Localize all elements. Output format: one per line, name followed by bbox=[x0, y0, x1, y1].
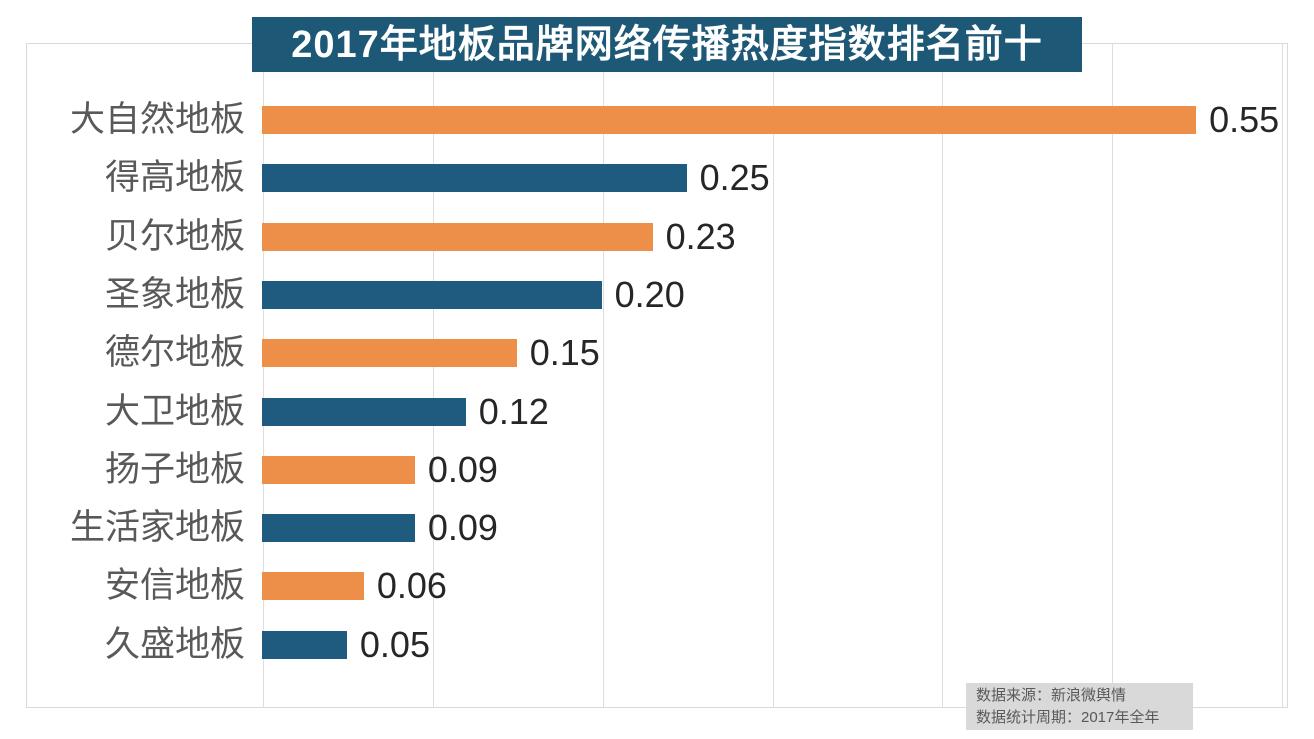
category-label: 贝尔地板 bbox=[104, 216, 245, 256]
category-label: 生活家地板 bbox=[69, 508, 245, 548]
plot-area bbox=[26, 43, 1288, 708]
bar-row: 得高地板 0.25 bbox=[0, 149, 1314, 207]
bar bbox=[262, 397, 466, 426]
bar-row: 大自然地板 0.55 bbox=[0, 91, 1314, 149]
bar-row: 安信地板 0.06 bbox=[0, 557, 1314, 615]
bar bbox=[262, 222, 653, 251]
bar bbox=[262, 455, 415, 484]
source-line: 数据来源：新浪微舆情 bbox=[976, 687, 1127, 704]
bar-row: 德尔地板 0.15 bbox=[0, 324, 1314, 382]
value-label: 0.55 bbox=[1209, 99, 1280, 140]
bar bbox=[262, 280, 602, 309]
bar bbox=[262, 572, 364, 601]
bar-row: 圣象地板 0.20 bbox=[0, 266, 1314, 324]
category-label: 安信地板 bbox=[104, 566, 245, 606]
value-label: 0.15 bbox=[529, 332, 600, 374]
bar bbox=[262, 630, 347, 659]
bar-row: 大卫地板 0.12 bbox=[0, 383, 1314, 441]
gridline bbox=[1112, 44, 1114, 707]
category-label: 久盛地板 bbox=[104, 624, 245, 664]
bar bbox=[262, 514, 415, 543]
value-label: 0.12 bbox=[478, 390, 549, 432]
bar-rows: 大自然地板 0.55 得高地板 0.25 贝尔地板 0.23 圣象地板 0.20 德尔地板 0.1… bbox=[0, 91, 1314, 674]
gridline bbox=[1282, 44, 1283, 707]
bar-row: 生活家地板 0.09 bbox=[0, 499, 1314, 557]
bar bbox=[262, 339, 517, 368]
value-label: 0.25 bbox=[699, 157, 770, 199]
category-label: 得高地板 bbox=[104, 158, 245, 198]
bar-row: 扬子地板 0.09 bbox=[0, 441, 1314, 499]
value-label: 0.06 bbox=[376, 565, 447, 607]
category-label: 扬子地板 bbox=[104, 449, 245, 489]
bar bbox=[262, 164, 687, 193]
category-label: 大自然地板 bbox=[69, 100, 245, 139]
data-source-note: 数据来源：新浪微舆情 数据统计周期：2017年全年 bbox=[966, 683, 1193, 730]
chart-title: 2017年地板品牌网络传播热度指数排名前十 bbox=[252, 17, 1082, 72]
gridline bbox=[942, 44, 944, 707]
period-line: 数据统计周期：2017年全年 bbox=[976, 709, 1160, 726]
category-label: 德尔地板 bbox=[104, 333, 245, 373]
value-label: 0.09 bbox=[427, 448, 498, 490]
bar bbox=[262, 106, 1197, 134]
value-label: 0.05 bbox=[359, 623, 430, 665]
category-label: 大卫地板 bbox=[104, 391, 245, 431]
value-label: 0.23 bbox=[665, 215, 736, 257]
bar-row: 久盛地板 0.05 bbox=[0, 616, 1314, 674]
gridline bbox=[432, 44, 434, 707]
value-label: 0.20 bbox=[614, 273, 685, 315]
gridline bbox=[263, 44, 264, 707]
bar-row: 贝尔地板 0.23 bbox=[0, 208, 1314, 266]
value-label: 0.09 bbox=[427, 507, 498, 549]
category-label: 圣象地板 bbox=[104, 274, 245, 314]
gridline bbox=[772, 44, 774, 707]
gridline bbox=[602, 44, 604, 707]
